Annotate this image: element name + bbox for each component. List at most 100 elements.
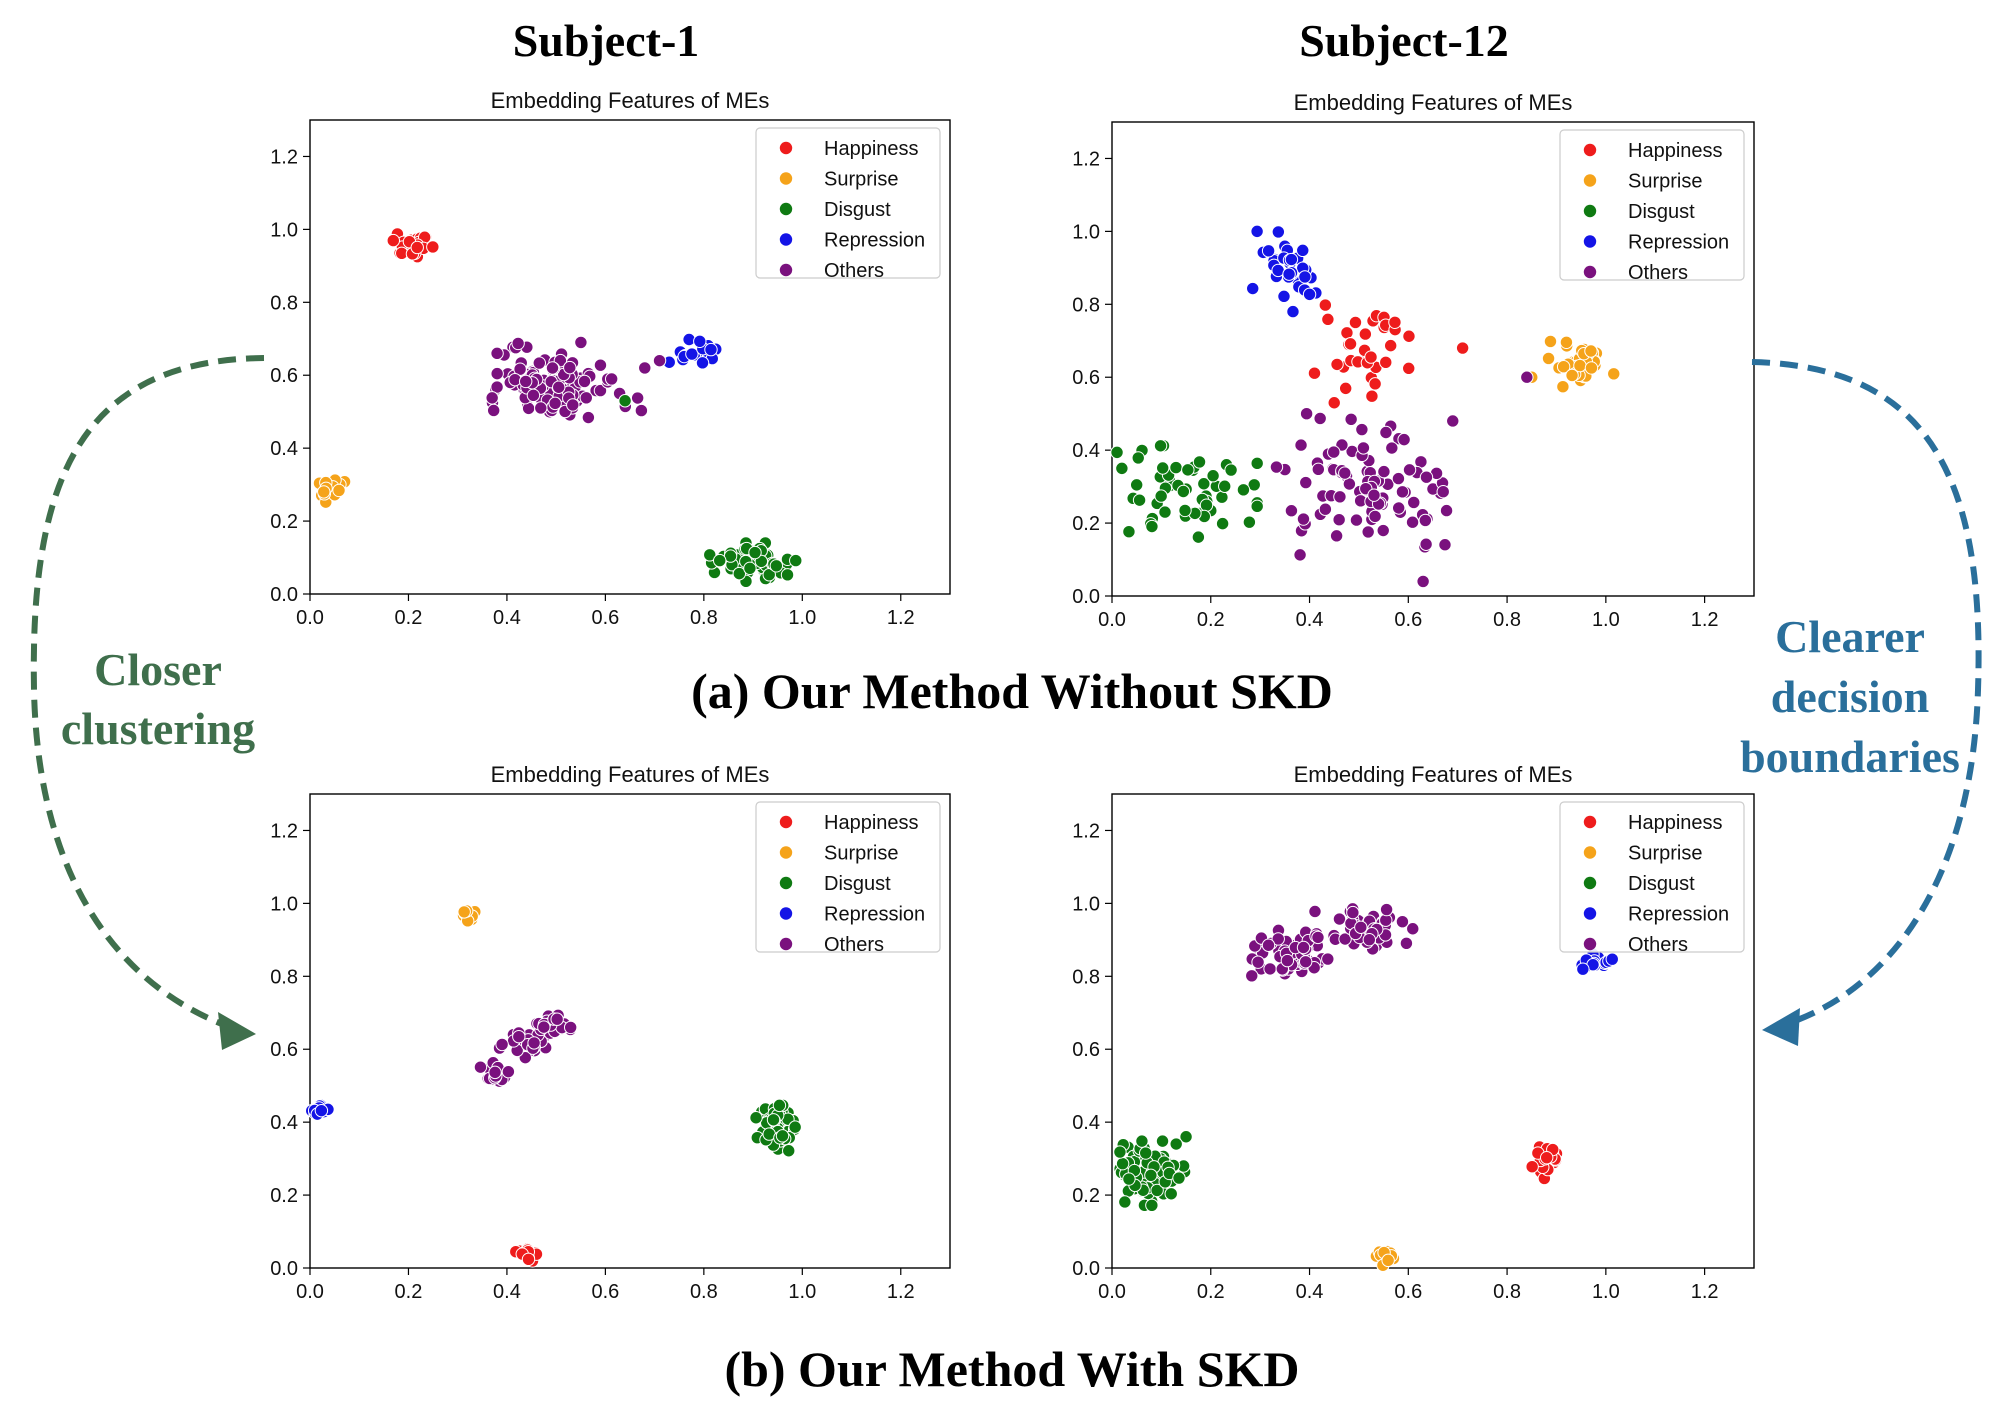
data-point-others — [473, 1060, 488, 1074]
data-point-others — [1280, 953, 1295, 968]
x-tick-label: 0.8 — [1493, 1281, 1521, 1303]
data-point-others — [485, 391, 499, 405]
data-point-surprise — [1607, 367, 1621, 381]
data-point-happiness — [426, 240, 440, 254]
y-tick-label: 0.0 — [270, 584, 298, 606]
y-tick-label: 0.2 — [270, 1185, 298, 1207]
data-point-others — [1298, 955, 1313, 969]
legend-marker-happiness — [779, 815, 793, 829]
data-point-disgust — [1139, 1146, 1153, 1160]
x-tick-label: 1.0 — [1592, 1281, 1620, 1303]
data-point-happiness — [1388, 315, 1402, 329]
x-tick-label: 1.2 — [887, 1281, 915, 1303]
y-tick-label: 0.0 — [1072, 1258, 1100, 1280]
data-point-others — [511, 336, 525, 351]
data-point-disgust — [775, 1129, 790, 1143]
data-point-disgust — [1164, 1187, 1178, 1201]
data-point-disgust — [1110, 445, 1124, 460]
x-tick-label: 0.4 — [1296, 609, 1324, 631]
y-tick-label: 0.6 — [1072, 367, 1100, 389]
data-point-happiness — [1365, 389, 1379, 403]
chart-title: Embedding Features of MEs — [1294, 762, 1573, 787]
data-point-others — [1405, 515, 1420, 529]
y-tick-label: 0.4 — [270, 438, 298, 460]
data-point-happiness — [410, 240, 424, 255]
data-point-others — [1344, 412, 1358, 427]
x-tick-label: 1.2 — [1691, 1281, 1719, 1303]
data-point-others — [1385, 441, 1399, 455]
data-point-disgust — [1172, 1171, 1186, 1185]
legend-label-happiness: Happiness — [824, 812, 919, 834]
data-point-disgust — [1113, 1145, 1127, 1159]
data-point-others — [579, 391, 593, 405]
y-tick-label: 0.6 — [270, 1039, 298, 1061]
data-point-others — [488, 1065, 502, 1080]
data-point-surprise — [457, 905, 471, 919]
data-point-others — [593, 383, 608, 398]
data-point-surprise — [1381, 1253, 1395, 1268]
data-point-repression — [1284, 252, 1299, 267]
data-point-others — [1407, 495, 1421, 510]
data-point-others — [1368, 509, 1382, 524]
caption-a: (a) Our Method Without SKD — [691, 663, 1333, 719]
data-point-others — [1263, 962, 1277, 976]
data-point-happiness — [1364, 350, 1378, 364]
y-tick-label: 0.8 — [1072, 966, 1100, 988]
data-point-others — [1299, 406, 1314, 421]
data-point-others — [1311, 930, 1325, 945]
data-point-others — [1356, 441, 1371, 455]
data-point-happiness — [1383, 338, 1398, 353]
data-point-others — [1261, 938, 1276, 952]
data-point-happiness — [1379, 355, 1393, 370]
data-point-others — [1294, 438, 1308, 452]
legend-marker-others — [1583, 937, 1597, 951]
data-point-others — [1308, 904, 1322, 919]
legend-marker-repression — [1583, 235, 1597, 248]
data-point-repression — [1261, 244, 1276, 258]
legend-marker-happiness — [1583, 815, 1597, 829]
legend-marker-surprise — [1583, 174, 1597, 187]
data-point-happiness — [1402, 329, 1416, 343]
data-point-repression — [695, 356, 710, 370]
data-point-others — [1296, 512, 1311, 526]
legend-marker-others — [779, 937, 793, 951]
data-point-happiness — [1327, 396, 1341, 410]
data-point-others — [1391, 501, 1406, 515]
data-point-disgust — [1145, 1198, 1159, 1212]
data-point-repression — [1605, 952, 1619, 966]
data-point-disgust — [1191, 530, 1206, 544]
legend-marker-happiness — [1583, 143, 1597, 157]
data-point-disgust — [1115, 1156, 1130, 1171]
x-tick-label: 0.6 — [1394, 609, 1422, 631]
data-point-happiness — [1455, 341, 1470, 355]
data-point-disgust — [772, 1098, 787, 1113]
data-point-others — [1355, 422, 1369, 437]
legend-marker-others — [1583, 265, 1597, 279]
legend-box — [1559, 801, 1745, 953]
legend-label-repression: Repression — [824, 230, 925, 252]
data-point-others — [1299, 475, 1313, 490]
data-point-others — [550, 1012, 564, 1026]
data-point-others — [1313, 411, 1327, 426]
data-point-others — [526, 388, 541, 403]
data-point-others — [512, 1029, 526, 1044]
data-point-others — [1296, 940, 1311, 955]
y-tick-label: 1.0 — [1072, 221, 1100, 243]
caption-b: (b) Our Method With SKD — [724, 1341, 1299, 1397]
scatter-points — [1113, 902, 1619, 1272]
scatter-points — [305, 904, 802, 1268]
data-point-disgust — [1153, 439, 1168, 453]
data-point-disgust — [1206, 469, 1220, 483]
legend-box — [755, 801, 941, 953]
data-point-others — [1251, 955, 1265, 969]
legend-label-others: Others — [824, 260, 884, 282]
data-point-others — [563, 360, 577, 375]
data-point-others — [1271, 932, 1285, 946]
data-point-disgust — [732, 566, 746, 581]
legend-marker-disgust — [779, 876, 793, 890]
data-point-others — [1379, 425, 1393, 440]
data-point-others — [1391, 471, 1406, 486]
y-tick-label: 1.0 — [270, 893, 298, 915]
x-tick-label: 0.2 — [1197, 1281, 1225, 1303]
data-point-others — [1333, 490, 1347, 504]
